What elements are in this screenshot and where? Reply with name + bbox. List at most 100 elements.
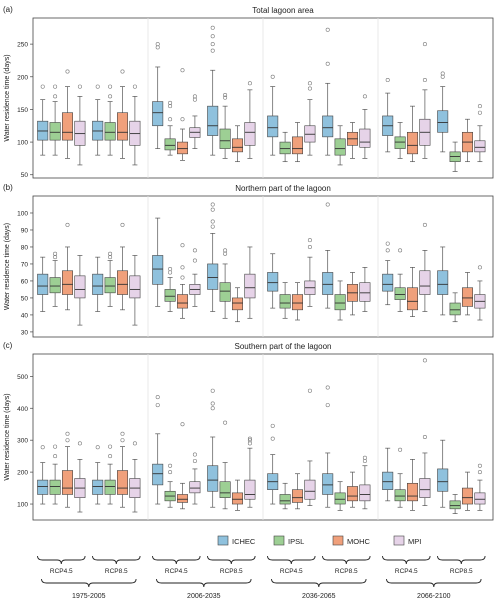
outlier-point	[180, 243, 185, 248]
outlier-point	[477, 265, 482, 270]
y-tick-label: 200	[17, 74, 28, 81]
box-iqr	[152, 101, 164, 127]
box-iqr	[304, 479, 316, 500]
box-mohc	[117, 431, 129, 508]
box-iqr	[322, 272, 334, 295]
period-label: 2036-2065	[302, 593, 336, 600]
y-tick-label: 70	[21, 261, 29, 268]
box-iqr	[291, 136, 303, 155]
box-iqr	[437, 270, 449, 295]
y-tick-label: 400	[17, 406, 28, 413]
y-tick-label: 90	[21, 227, 29, 234]
outlier-point	[210, 224, 215, 229]
box-iqr	[406, 482, 418, 502]
box-ichec	[267, 423, 279, 505]
box-mpi	[304, 388, 316, 506]
outlier-point	[210, 42, 215, 47]
outlier-point	[53, 84, 58, 89]
outlier-point	[477, 470, 482, 475]
legend-label-ipsl: IPSL	[288, 537, 304, 546]
outlier-point	[325, 403, 330, 408]
outlier-point	[120, 438, 125, 443]
legend: ICHEC IPSL MOHC MPI	[217, 535, 421, 546]
box-ipsl	[49, 444, 61, 505]
rcp-label: RCP4.5	[395, 568, 418, 575]
outlier-point	[108, 94, 113, 99]
outlier-point	[270, 74, 275, 79]
outlier-point	[270, 423, 275, 428]
outlier-point	[77, 441, 82, 446]
rcp-brace	[437, 555, 486, 565]
box-mpi	[474, 265, 486, 321]
outlier-point	[120, 69, 125, 74]
box-ichec	[382, 78, 394, 153]
outlier-point	[210, 219, 215, 224]
box-ichec	[37, 445, 49, 505]
outlier-point	[210, 34, 215, 39]
box-iqr	[291, 294, 303, 311]
box-ichec	[322, 385, 334, 508]
outlier-point	[307, 86, 312, 91]
box-ipsl	[334, 280, 346, 321]
outlier-point	[477, 463, 482, 468]
box-ipsl	[449, 494, 461, 514]
box-mpi	[474, 463, 486, 511]
box-iqr	[449, 500, 461, 510]
outlier-point	[53, 94, 58, 99]
box-iqr	[244, 122, 256, 146]
box-iqr	[219, 282, 231, 302]
box-mpi	[359, 94, 371, 159]
box-iqr	[177, 294, 189, 309]
box-iqr	[219, 128, 231, 149]
box-mpi	[359, 455, 371, 510]
box-mpi	[419, 222, 431, 312]
outlier-point	[247, 436, 252, 441]
box-mpi	[359, 266, 371, 312]
box-mpi	[189, 248, 201, 307]
outlier-point	[385, 248, 390, 253]
box-ichec	[437, 71, 449, 153]
outlier-point	[477, 110, 482, 115]
outlier-point	[223, 93, 228, 98]
box-iqr	[207, 465, 219, 492]
rcp-label: RCP4.5	[165, 568, 188, 575]
box-iqr	[37, 479, 49, 495]
box-ichec	[92, 84, 104, 156]
box-iqr	[207, 263, 219, 290]
outlier-point	[210, 388, 215, 393]
outlier-point	[192, 258, 197, 263]
box-mpi	[304, 238, 316, 307]
outlier-point	[223, 420, 228, 425]
box-mohc	[117, 69, 129, 159]
y-tick-label: 50	[21, 172, 29, 179]
box-mpi	[244, 246, 256, 319]
rcp-brace	[382, 555, 431, 565]
outlier-point	[180, 275, 185, 280]
box-iqr	[322, 473, 334, 495]
box-iqr	[129, 275, 141, 299]
box-iqr	[219, 481, 231, 498]
outlier-point	[307, 238, 312, 243]
box-iqr	[267, 272, 279, 292]
box-iqr	[461, 487, 473, 505]
box-ichec	[207, 388, 219, 508]
y-tick-label: 60	[21, 278, 29, 285]
rcp-brace	[37, 555, 86, 565]
period-brace	[271, 578, 367, 588]
box-ichec	[382, 447, 394, 502]
legend-label-mohc: MOHC	[347, 537, 370, 546]
outlier-point	[210, 207, 215, 212]
box-iqr	[359, 484, 371, 502]
box-iqr	[406, 287, 418, 311]
panel-label: (a)	[3, 5, 13, 14]
box-mohc	[177, 243, 189, 319]
box-mohc	[61, 222, 73, 311]
box-mpi	[189, 452, 201, 505]
outlier-point	[223, 248, 228, 253]
box-iqr	[152, 463, 164, 486]
box-iqr	[189, 481, 201, 494]
box-iqr	[117, 112, 129, 141]
outlier-point	[95, 445, 100, 450]
box-ichec	[267, 74, 279, 156]
box-mohc	[291, 122, 303, 163]
